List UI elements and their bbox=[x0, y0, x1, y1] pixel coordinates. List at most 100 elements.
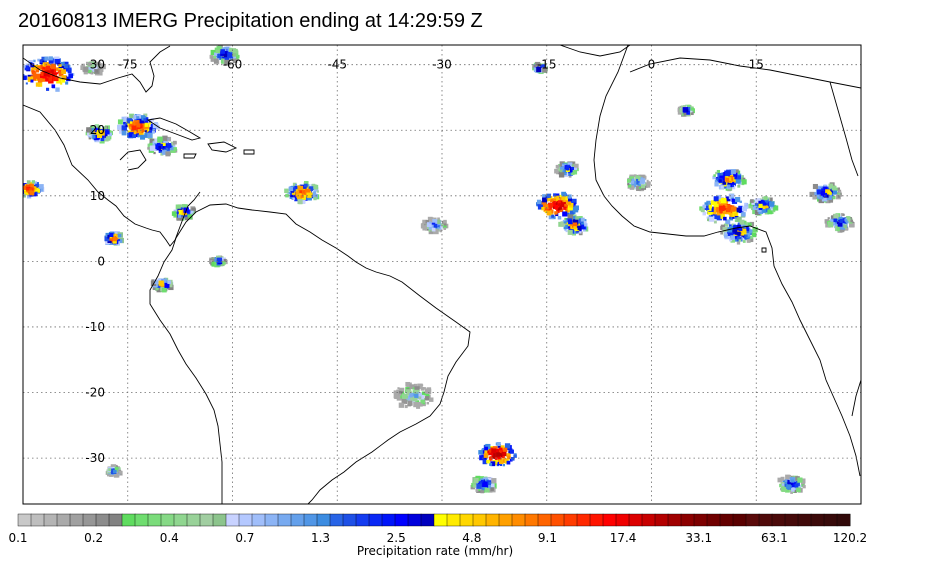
precip-cell bbox=[105, 464, 123, 478]
gulf-of-guinea-islands bbox=[761, 247, 767, 253]
precip-cell bbox=[554, 161, 579, 178]
precip-cell bbox=[809, 182, 842, 204]
precip-cell bbox=[23, 56, 75, 92]
lon-label: -30 bbox=[432, 58, 452, 72]
colorbar-swatch bbox=[563, 513, 578, 527]
colorbar-swatch bbox=[277, 513, 292, 527]
colorbar-swatch bbox=[160, 513, 175, 527]
madagascar-coast bbox=[851, 379, 861, 417]
colorbar-swatch bbox=[147, 513, 162, 527]
colorbar-swatch bbox=[30, 513, 45, 527]
colorbar-swatch bbox=[225, 513, 240, 527]
lon-label: -75 bbox=[118, 58, 138, 72]
lat-label: 0 bbox=[97, 254, 105, 268]
colorbar-swatch bbox=[173, 513, 188, 527]
colorbar-swatch bbox=[654, 513, 669, 527]
colorbar-swatch bbox=[693, 513, 708, 527]
colorbar-swatch bbox=[758, 513, 773, 527]
colorbar-swatch bbox=[810, 513, 825, 527]
colorbar-swatch bbox=[797, 513, 812, 527]
colorbar-swatch bbox=[56, 513, 71, 527]
precip-cell bbox=[85, 124, 113, 144]
north-america-coast bbox=[23, 104, 201, 247]
colorbar-label: 120.2 bbox=[832, 531, 868, 545]
colorbar-swatch bbox=[43, 513, 58, 527]
colorbar-swatch bbox=[134, 513, 149, 527]
puerto-rico-coast bbox=[243, 149, 255, 155]
colorbar bbox=[17, 513, 851, 527]
colorbar-swatch bbox=[719, 513, 734, 527]
precip-cell bbox=[824, 213, 855, 233]
colorbar-swatch bbox=[329, 513, 344, 527]
precip-cell bbox=[536, 191, 579, 220]
lon-label: 0 bbox=[648, 58, 656, 72]
colorbar-swatch bbox=[82, 513, 97, 527]
colorbar-label: 0.4 bbox=[159, 531, 179, 545]
colorbar-swatch bbox=[628, 513, 643, 527]
precip-cell bbox=[532, 61, 548, 75]
colorbar-swatch bbox=[394, 513, 409, 527]
colorbar-swatch bbox=[446, 513, 461, 527]
colorbar-swatch bbox=[680, 513, 695, 527]
colorbar-swatch bbox=[784, 513, 799, 527]
graticule bbox=[23, 45, 861, 504]
colorbar-swatch bbox=[576, 513, 591, 527]
precip-cell bbox=[147, 135, 178, 157]
graticule-labels: -75 -60 -45 -30 -15 0 15 30 20 10 0 -10 -20 -30 bbox=[85, 58, 764, 465]
map-title: 20160813 IMERG Precipitation ending at 1… bbox=[18, 10, 483, 32]
colorbar-swatch bbox=[589, 513, 604, 527]
colorbar-swatch bbox=[602, 513, 617, 527]
south-america-coast bbox=[175, 203, 471, 504]
colorbar-label: 0.7 bbox=[235, 531, 255, 545]
colorbar-swatch bbox=[251, 513, 266, 527]
precip-cell bbox=[626, 174, 651, 192]
coastline-layer bbox=[23, 45, 861, 504]
precip-cell bbox=[470, 475, 497, 494]
colorbar-swatch bbox=[537, 513, 552, 527]
colorbar-swatch bbox=[303, 513, 318, 527]
colorbar-swatch bbox=[615, 513, 630, 527]
colorbar-label: 33.1 bbox=[685, 531, 713, 545]
colorbar-swatch bbox=[550, 513, 565, 527]
precip-cell bbox=[209, 45, 240, 66]
colorbar-label: 0.1 bbox=[8, 531, 28, 545]
colorbar-title: Precipitation rate (mm/hr) bbox=[356, 544, 514, 558]
colorbar-swatch bbox=[108, 513, 123, 527]
colorbar-swatch bbox=[498, 513, 513, 527]
lat-label: -30 bbox=[85, 451, 105, 465]
colorbar-swatch bbox=[485, 513, 500, 527]
colorbar-swatch bbox=[407, 513, 422, 527]
colorbar-swatch bbox=[823, 513, 838, 527]
iberia-coast bbox=[559, 45, 631, 57]
lat-label: -10 bbox=[85, 320, 105, 334]
precipitation-layer bbox=[23, 45, 855, 494]
precip-cell bbox=[209, 255, 228, 268]
colorbar-swatch bbox=[95, 513, 110, 527]
jamaica-coast bbox=[183, 153, 197, 159]
lat-label: 20 bbox=[90, 123, 105, 137]
precip-cell bbox=[677, 104, 695, 117]
map-frame bbox=[22, 44, 862, 505]
precip-cell bbox=[420, 216, 449, 235]
precip-cell bbox=[478, 442, 517, 467]
precip-cell bbox=[284, 181, 320, 205]
lon-label: -15 bbox=[537, 58, 557, 72]
colorbar-label: 9.1 bbox=[537, 531, 557, 545]
colorbar-swatch bbox=[355, 513, 370, 527]
colorbar-swatch bbox=[238, 513, 253, 527]
colorbar-swatch bbox=[459, 513, 474, 527]
colorbar-swatch bbox=[706, 513, 721, 527]
lat-label: 10 bbox=[90, 189, 105, 203]
colorbar-swatch bbox=[641, 513, 656, 527]
precip-cell bbox=[104, 231, 124, 246]
colorbar-swatch bbox=[17, 513, 32, 527]
colorbar-label: 17.4 bbox=[609, 531, 637, 545]
us-gulf-coast bbox=[23, 45, 171, 93]
colorbar-swatch bbox=[771, 513, 786, 527]
colorbar-swatch bbox=[433, 513, 448, 527]
africa-coast bbox=[593, 45, 861, 477]
colorbar-swatch bbox=[745, 513, 760, 527]
colorbar-swatch bbox=[342, 513, 357, 527]
lon-label: -60 bbox=[223, 58, 243, 72]
lon-label: 15 bbox=[749, 58, 764, 72]
